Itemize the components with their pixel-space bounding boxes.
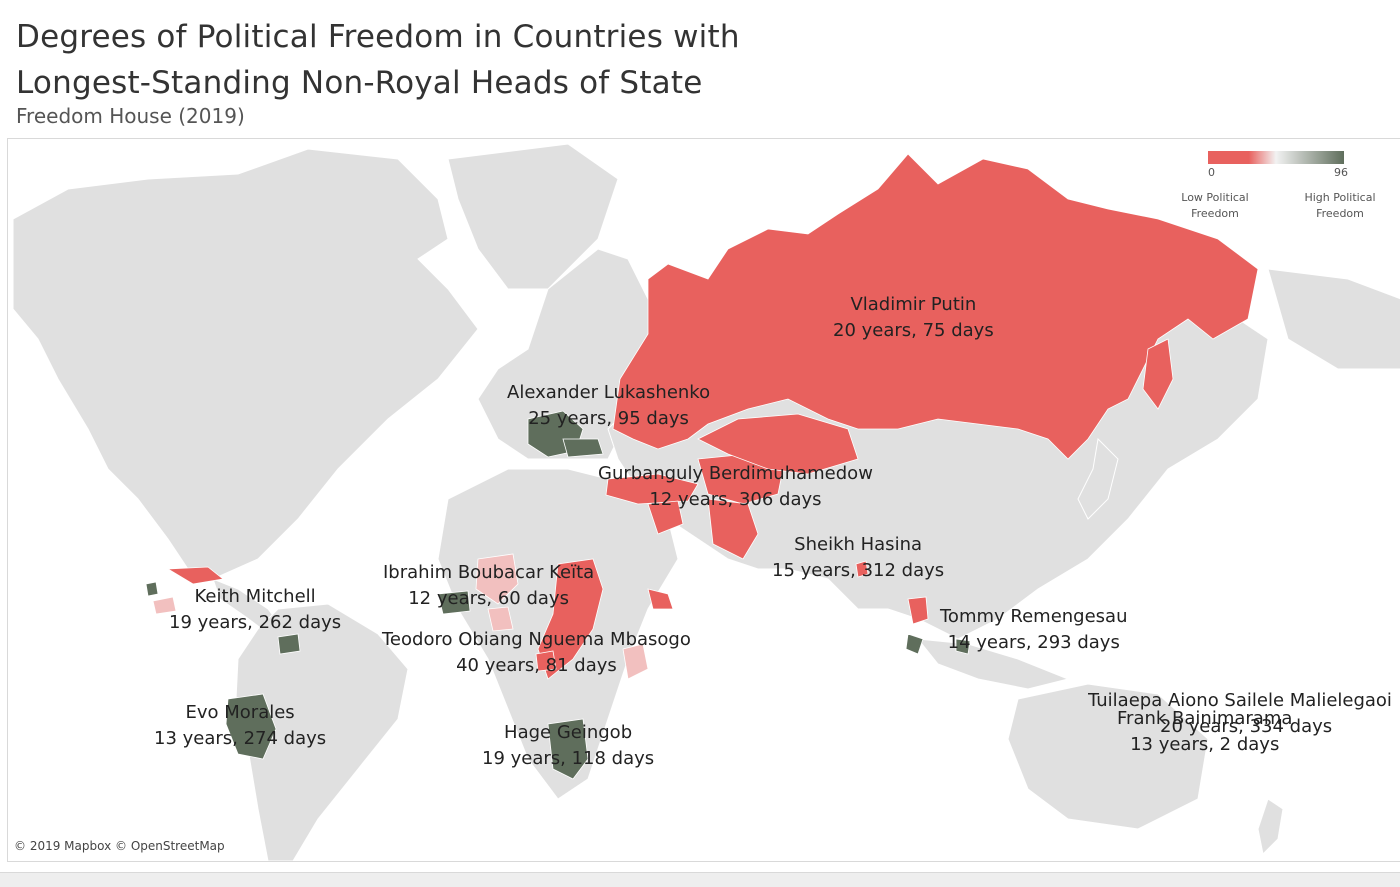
country-east-africa xyxy=(622,643,649,680)
country-libya-region xyxy=(487,606,514,632)
country-bangladesh[interactable] xyxy=(855,560,869,578)
leader-tenure: 20 years, 75 days xyxy=(833,320,994,341)
country-guyana xyxy=(277,633,301,655)
country-equatorial-guinea[interactable] xyxy=(535,650,557,672)
legend-high-label: High Political Freedom xyxy=(1298,190,1382,222)
bottom-toolbar xyxy=(0,872,1400,887)
label-teodoro-obiang-nguema-mbasogo[interactable]: Teodoro Obiang Nguema Mbasogo 40 years, … xyxy=(382,627,691,679)
leader-tenure: 25 years, 95 days xyxy=(528,408,689,429)
leader-name: Evo Morales xyxy=(185,702,295,723)
title-line-1: Degrees of Political Freedom in Countrie… xyxy=(16,19,740,55)
world-map xyxy=(12,143,1400,861)
leader-name: Sheikh Hasina xyxy=(794,534,923,555)
map-view[interactable] xyxy=(7,138,1400,862)
legend-max-value: 96 xyxy=(1334,166,1348,179)
label-vladimir-putin[interactable]: Vladimir Putin 20 years, 75 days xyxy=(833,292,994,344)
title-line-2: Longest-Standing Non-Royal Heads of Stat… xyxy=(16,65,703,101)
legend-high-line-2: Freedom xyxy=(1316,207,1364,220)
leader-tenure: 19 years, 262 days xyxy=(169,612,342,633)
label-evo-morales[interactable]: Evo Morales 13 years, 274 days xyxy=(154,700,326,752)
leader-name: Tommy Remengesau xyxy=(940,606,1128,627)
leader-name: Alexander Lukashenko xyxy=(507,382,711,403)
leader-name: Ibrahim Boubacar Keïta xyxy=(383,562,595,583)
legend-high-line-1: High Political xyxy=(1304,191,1376,204)
leader-tenure: 40 years, 81 days xyxy=(456,655,617,676)
country-palau-region[interactable] xyxy=(955,638,971,655)
legend-min-value: 0 xyxy=(1208,166,1215,179)
label-tuilaepa-aiono-sailele-malielegaoi[interactable]: Tuilaepa Aiono Sailele Malielegaoi 20 ye… xyxy=(1088,688,1392,740)
leader-tenure: 12 years, 306 days xyxy=(649,489,822,510)
country-venezuela-region xyxy=(152,596,177,615)
land-indonesia xyxy=(916,638,1070,690)
country-bolivia[interactable] xyxy=(225,693,277,760)
leader-name: Gurbanguly Berdimuhamedow xyxy=(598,463,873,484)
country-guinea-region xyxy=(437,590,471,615)
leader-tenure: 20 years, 334 days xyxy=(1160,716,1333,737)
label-ibrahim-boubacar-keita[interactable]: Ibrahim Boubacar Keïta 12 years, 60 days xyxy=(383,560,594,612)
leader-tenure: 13 years, 2 days xyxy=(1130,734,1280,755)
country-grenada[interactable] xyxy=(145,581,159,597)
label-gurbanguly-berdimuhamedow[interactable]: Gurbanguly Berdimuhamedow 12 years, 306 … xyxy=(598,461,873,513)
chart-subtitle: Freedom House (2019) xyxy=(16,104,245,128)
label-frank-bainimarama[interactable]: Frank Bainimarama 13 years, 2 days xyxy=(1117,706,1292,758)
country-kyrgyz-region xyxy=(562,438,604,458)
leader-name: Vladimir Putin xyxy=(850,294,977,315)
map-attribution[interactable]: © 2019 Mapbox © OpenStreetMap xyxy=(8,837,231,855)
label-hage-geingob[interactable]: Hage Geingob 19 years, 118 days xyxy=(482,720,654,772)
country-malaysia-region xyxy=(905,633,924,655)
leader-tenure: 14 years, 293 days xyxy=(947,632,1120,653)
leader-tenure: 19 years, 118 days xyxy=(482,748,655,769)
leader-tenure: 13 years, 274 days xyxy=(154,728,327,749)
country-syria xyxy=(647,500,684,535)
country-namibia[interactable] xyxy=(547,718,589,780)
legend-low-line-2: Freedom xyxy=(1191,207,1239,220)
land-chukotka xyxy=(1267,268,1400,370)
country-russia[interactable] xyxy=(612,153,1259,460)
highlighted-countries xyxy=(145,153,1259,780)
label-keith-mitchell[interactable]: Keith Mitchell 19 years, 262 days xyxy=(169,584,341,636)
country-kamchatka xyxy=(1142,338,1174,410)
land-japan xyxy=(1077,437,1119,520)
color-legend: 0 96 Low Political Freedom High Politica… xyxy=(1170,150,1376,225)
country-kazakhstan-region xyxy=(697,413,859,475)
country-iran-region xyxy=(707,498,759,560)
leader-tenure: 15 years, 312 days xyxy=(772,560,945,581)
legend-low-line-1: Low Political xyxy=(1181,191,1249,204)
label-tommy-remengesau[interactable]: Tommy Remengesau 14 years, 293 days xyxy=(940,604,1128,656)
leader-tenure: 12 years, 60 days xyxy=(408,588,569,609)
leader-name: Keith Mitchell xyxy=(194,586,316,607)
leader-name: Teodoro Obiang Nguema Mbasogo xyxy=(382,629,691,650)
country-turkey-region xyxy=(605,473,699,505)
country-eritrea xyxy=(647,588,674,610)
leader-name: Hage Geingob xyxy=(504,722,633,743)
legend-gradient-bar xyxy=(1208,151,1344,164)
land-north-america xyxy=(12,148,479,580)
country-thailand-region xyxy=(907,596,929,625)
land-south-america xyxy=(235,603,409,861)
label-alexander-lukashenko[interactable]: Alexander Lukashenko 25 years, 95 days xyxy=(507,380,710,432)
country-cuba xyxy=(166,566,224,585)
leader-name: Frank Bainimarama xyxy=(1117,708,1293,729)
country-central-africa xyxy=(537,558,604,680)
label-sheikh-hasina[interactable]: Sheikh Hasina 15 years, 312 days xyxy=(772,532,944,584)
leader-name: Tuilaepa Aiono Sailele Malielegaoi xyxy=(1088,690,1392,711)
country-mali[interactable] xyxy=(475,553,519,605)
chart-title: Degrees of Political Freedom in Countrie… xyxy=(16,14,740,106)
land-australia xyxy=(1007,683,1209,830)
land-new-zealand xyxy=(1257,798,1284,856)
legend-low-label: Low Political Freedom xyxy=(1172,190,1258,222)
